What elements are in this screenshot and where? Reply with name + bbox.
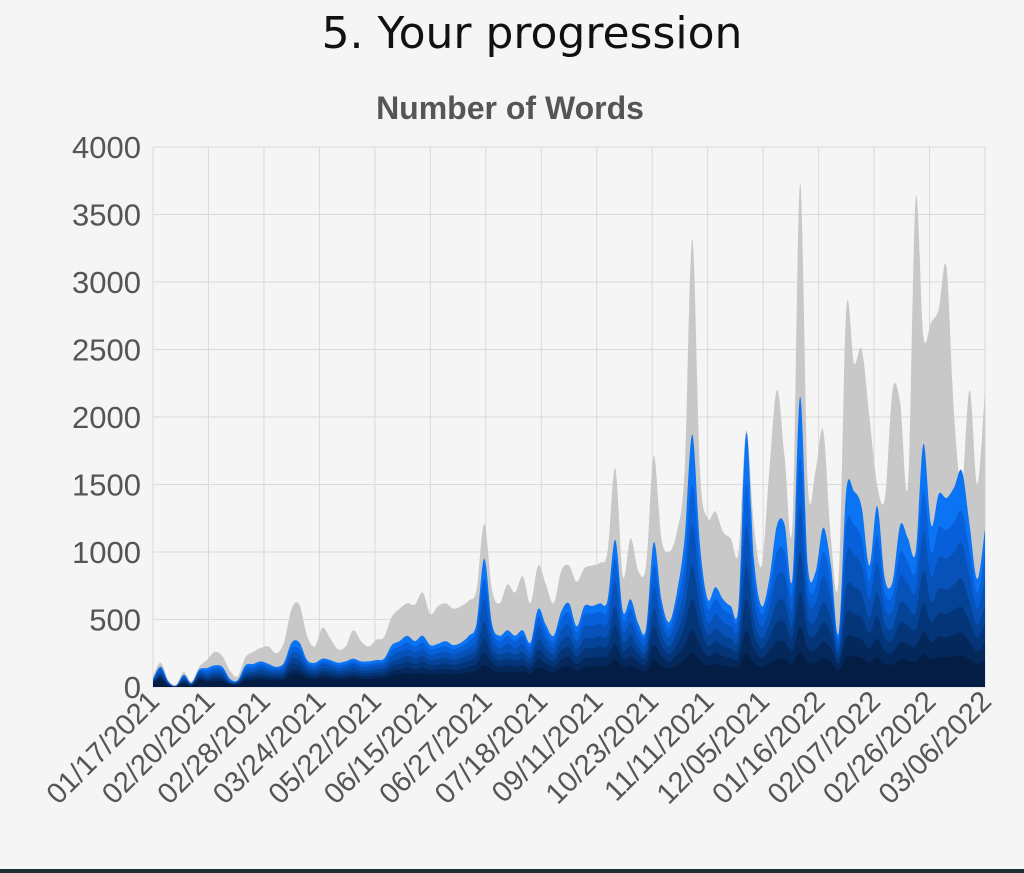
y-axis: 0 500 1000 1500 2000 2500 3000 3500 4000 [72, 130, 141, 705]
chart-title: Number of Words [376, 90, 644, 126]
section-title: 5. Your progression [321, 8, 743, 59]
y-tick-label-4: 2000 [72, 400, 141, 435]
y-tick-label-7: 3500 [72, 198, 141, 233]
y-tick-label-3: 1500 [72, 468, 141, 503]
x-axis: 01/17/202102/20/202102/28/202103/24/2021… [41, 685, 998, 810]
stacked-areas [153, 183, 985, 687]
y-tick-label-5: 2500 [72, 333, 141, 368]
area-layer-7 [153, 651, 985, 687]
y-tick-label-1: 500 [89, 603, 141, 638]
y-tick-label-0: 0 [124, 670, 141, 705]
y-tick-label-6: 3000 [72, 265, 141, 300]
bottom-border [0, 869, 1024, 873]
y-tick-label-2: 1000 [72, 535, 141, 570]
y-tick-label-8: 4000 [72, 130, 141, 165]
